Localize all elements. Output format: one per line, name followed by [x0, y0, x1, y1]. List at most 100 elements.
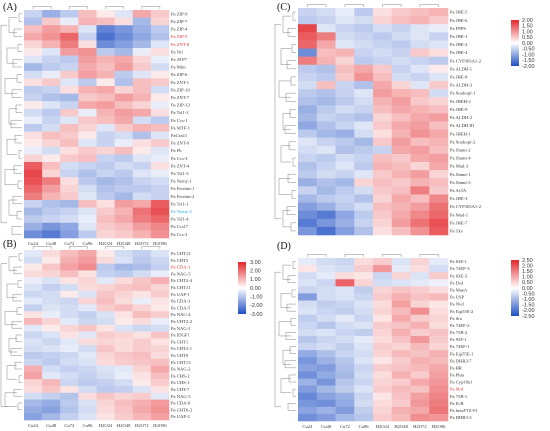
- heatmap-cell: [24, 63, 43, 72]
- heatmap-cell: [96, 93, 115, 102]
- heatmap-cell: [429, 293, 449, 301]
- heatmap-cell: [335, 8, 355, 17]
- row-label: Pa NAG-2: [171, 367, 191, 372]
- row-label: Pa ZIP-5: [171, 34, 188, 39]
- heatmap-cell: [391, 343, 411, 351]
- row-label: Pa CDA-6: [171, 401, 191, 406]
- heatmap-cell: [96, 358, 115, 366]
- heatmap-cell: [132, 78, 152, 87]
- heatmap-cell: [96, 304, 115, 312]
- heatmap-cell: [354, 279, 374, 287]
- heatmap-cell: [316, 364, 336, 372]
- heatmap-cell: [42, 338, 61, 346]
- heatmap-cell: [78, 192, 97, 201]
- column-label: Cu72: [64, 241, 75, 246]
- heatmap-cell: [60, 63, 79, 72]
- heatmap-cell: [410, 226, 430, 236]
- heatmap-cell: [78, 70, 97, 79]
- heatmap-cell: [391, 40, 411, 49]
- heatmap-cell: [114, 413, 134, 421]
- heatmap-cell: [429, 357, 449, 365]
- row-label: Pa ZIP-6: [171, 72, 188, 77]
- heatmap-cell: [60, 318, 79, 326]
- heatmap-cell: [354, 335, 374, 344]
- heatmap-cell: [78, 386, 97, 394]
- heatmap-cell: [42, 17, 61, 26]
- heatmap-cell: [24, 311, 43, 319]
- heatmap-cell: [354, 56, 374, 66]
- heatmap-cell: [114, 101, 134, 110]
- heatmap-cell: [42, 297, 61, 305]
- heatmap-cell: [429, 32, 449, 41]
- column-label: Cu48: [46, 423, 57, 428]
- heatmap-cell: [373, 194, 393, 203]
- heatmap-cell: [354, 89, 374, 98]
- row-label: Pa Eip55E-1: [450, 351, 474, 356]
- column-label: H2O48: [394, 424, 408, 429]
- heatmap-cell: [96, 392, 115, 400]
- heatmap-cell: [78, 290, 97, 298]
- heatmap-cell: [373, 258, 393, 266]
- heatmap-cell: [42, 392, 61, 400]
- heatmap-cell: [373, 145, 393, 155]
- row-label: Pa NAG-3: [171, 394, 191, 399]
- heatmap-cell: [60, 177, 79, 186]
- heatmap-cell: [96, 124, 115, 132]
- heatmap-cell: [410, 406, 430, 415]
- heatmap-cell: [24, 70, 43, 79]
- row-label: Pa Shd: [450, 387, 464, 392]
- heatmap-cell: [24, 345, 43, 353]
- heatmap-cell: [24, 200, 43, 208]
- heatmap-cell: [316, 406, 336, 415]
- heatmap-cell: [298, 194, 318, 203]
- heatmap-cell: [373, 286, 393, 294]
- heatmap-cell: [373, 293, 393, 301]
- heatmap-cell: [96, 17, 115, 26]
- heatmap-cell: [24, 101, 43, 110]
- heatmap-cell: [132, 169, 152, 178]
- heatmap-cell: [410, 113, 430, 122]
- heatmap-cell: [96, 263, 115, 271]
- heatmap-cell: [298, 121, 318, 130]
- heatmap-cell: [335, 89, 355, 98]
- heatmap-cell: [114, 215, 134, 224]
- heatmap-cell: [429, 406, 449, 415]
- heatmap-cell: [24, 40, 43, 49]
- heatmap-cell: [78, 162, 97, 170]
- heatmap-cell: [132, 101, 152, 110]
- heatmap-cell: [150, 40, 170, 49]
- heatmap-cell: [150, 17, 170, 26]
- heatmap-cell: [373, 364, 393, 372]
- heatmap-cell: [354, 286, 374, 294]
- row-label: Pa Starkopf-2: [450, 139, 476, 144]
- heatmap-cell: [24, 146, 43, 155]
- heatmap-cell: [298, 265, 318, 273]
- heatmap-cell: [429, 40, 449, 49]
- heatmap-cell: [298, 105, 318, 114]
- heatmap-cell: [373, 97, 393, 106]
- heatmap-cell: [354, 202, 374, 211]
- heatmap-cell: [373, 105, 393, 114]
- heatmap-cell: [373, 314, 393, 323]
- heatmap-cell: [132, 379, 152, 387]
- heatmap-cell: [354, 121, 374, 130]
- heatmap-cell: [24, 192, 43, 201]
- heatmap-cell: [354, 129, 374, 139]
- heatmap-cell: [96, 10, 115, 18]
- row-label: Pa Ccs-3: [171, 156, 188, 161]
- heatmap-cell: [316, 357, 336, 365]
- column-label: Cu48: [46, 241, 57, 246]
- heatmap-cell: [96, 277, 115, 285]
- heatmap-cell: [150, 284, 170, 292]
- heatmap-cell: [373, 357, 393, 365]
- heatmap-cell: [132, 250, 152, 258]
- heatmap-cell: [335, 399, 355, 408]
- heatmap-cell: [132, 392, 152, 400]
- heatmap-cell: [24, 365, 43, 373]
- heatmap-cell: [78, 318, 97, 326]
- heatmap-cell: [132, 318, 152, 326]
- heatmap-cell: [429, 378, 449, 386]
- heatmap-cell: [316, 16, 336, 25]
- heatmap-cell: [316, 307, 336, 315]
- heatmap-cell: [78, 93, 97, 102]
